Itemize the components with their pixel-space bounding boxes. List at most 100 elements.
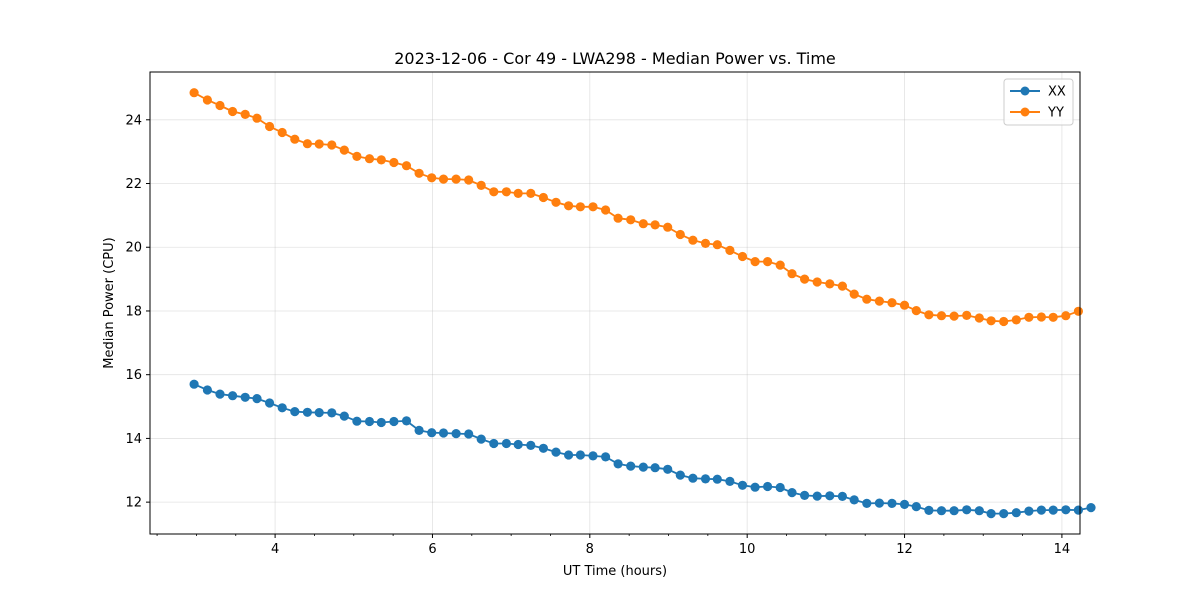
- data-point-xx: [924, 505, 934, 515]
- data-point-yy: [601, 205, 611, 215]
- data-point-yy: [763, 257, 773, 267]
- data-point-yy: [986, 316, 996, 326]
- data-point-xx: [215, 389, 225, 399]
- data-point-xx: [265, 398, 275, 408]
- data-point-xx: [588, 451, 598, 461]
- data-point-yy: [240, 109, 250, 119]
- data-point-yy: [837, 281, 848, 291]
- data-point-yy: [775, 260, 785, 270]
- data-point-xx: [974, 506, 984, 516]
- data-point-xx: [700, 474, 711, 484]
- y-tick-label: 18: [125, 304, 142, 319]
- data-point-yy: [874, 296, 885, 306]
- data-point-yy: [750, 257, 760, 267]
- data-point-yy: [862, 294, 872, 304]
- legend-marker-xx: [1020, 86, 1030, 96]
- data-point-yy: [924, 310, 934, 320]
- data-point-yy: [650, 220, 660, 230]
- data-point-xx: [750, 482, 760, 492]
- data-point-xx: [327, 408, 337, 418]
- data-point-yy: [464, 175, 474, 185]
- data-point-yy: [189, 88, 199, 98]
- data-point-yy: [265, 121, 275, 132]
- data-point-xx: [837, 491, 848, 501]
- chart-title: 2023-12-06 - Cor 49 - LWA298 - Median Po…: [394, 49, 836, 68]
- legend: XX YY: [1003, 78, 1074, 126]
- data-point-yy: [277, 127, 287, 138]
- data-point-xx: [564, 450, 574, 460]
- data-point-xx: [613, 459, 623, 469]
- data-point-yy: [949, 311, 959, 321]
- y-tick-label: 24: [125, 113, 142, 128]
- x-axis-label: UT Time (hours): [563, 564, 667, 579]
- data-point-yy: [1036, 312, 1046, 322]
- data-point-yy: [626, 215, 636, 225]
- data-point-yy: [1048, 312, 1058, 322]
- data-point-yy: [327, 140, 337, 150]
- data-point-xx: [526, 440, 536, 450]
- data-point-yy: [1061, 311, 1071, 321]
- data-point-xx: [787, 488, 797, 498]
- data-point-yy: [575, 202, 586, 212]
- data-point-yy: [588, 202, 598, 212]
- data-point-yy: [638, 219, 648, 229]
- data-point-yy: [849, 289, 859, 299]
- x-tick-label: 4: [271, 542, 279, 557]
- data-point-xx: [862, 498, 872, 508]
- data-point-yy: [314, 139, 324, 149]
- data-point-xx: [228, 391, 238, 401]
- data-point-xx: [688, 473, 698, 483]
- x-tick-label: 12: [896, 542, 913, 557]
- data-point-xx: [725, 476, 735, 486]
- data-point-yy: [451, 174, 461, 184]
- data-point-xx: [849, 495, 859, 505]
- data-point-xx: [290, 407, 300, 417]
- data-point-xx: [986, 508, 996, 519]
- data-point-yy: [215, 100, 225, 111]
- data-point-xx: [364, 416, 375, 427]
- data-point-yy: [427, 173, 437, 183]
- data-point-xx: [464, 429, 474, 439]
- data-point-xx: [1086, 503, 1096, 513]
- data-point-yy: [302, 139, 312, 149]
- data-point-xx: [551, 447, 561, 457]
- x-axis: 4 6 8 10 12 14: [156, 534, 1070, 557]
- data-point-xx: [675, 470, 685, 480]
- data-point-xx: [240, 392, 250, 402]
- data-point-xx: [911, 502, 921, 512]
- data-point-yy: [389, 157, 399, 168]
- data-point-xx: [1073, 505, 1083, 515]
- legend-label-xx: XX: [1048, 85, 1066, 100]
- data-point-xx: [575, 450, 586, 460]
- data-point-yy: [364, 154, 375, 164]
- data-point-yy: [339, 145, 349, 155]
- legend-label-yy: YY: [1047, 106, 1064, 121]
- data-point-yy: [800, 274, 810, 284]
- data-point-yy: [974, 313, 984, 323]
- data-point-xx: [513, 439, 523, 450]
- y-tick-label: 16: [125, 368, 142, 383]
- data-point-yy: [962, 310, 972, 320]
- y-axis: 12 14 16 18 20 22 24: [125, 113, 150, 511]
- data-point-yy: [489, 187, 499, 197]
- data-point-xx: [812, 491, 822, 501]
- x-tick-label: 8: [586, 542, 594, 557]
- data-point-yy: [513, 188, 523, 198]
- data-point-xx: [962, 505, 972, 515]
- data-point-xx: [302, 407, 312, 417]
- data-point-yy: [899, 300, 910, 310]
- data-point-yy: [936, 311, 947, 321]
- y-tick-label: 20: [125, 241, 142, 256]
- data-point-yy: [376, 155, 386, 165]
- data-point-yy: [737, 251, 748, 262]
- data-point-yy: [476, 180, 486, 190]
- data-point-xx: [202, 385, 212, 395]
- data-point-xx: [314, 408, 324, 418]
- data-point-xx: [438, 428, 449, 438]
- data-point-xx: [825, 491, 835, 501]
- data-point-yy: [228, 106, 238, 117]
- data-point-yy: [787, 269, 797, 279]
- y-tick-label: 14: [125, 432, 142, 447]
- data-point-xx: [277, 403, 287, 413]
- data-point-xx: [252, 394, 262, 404]
